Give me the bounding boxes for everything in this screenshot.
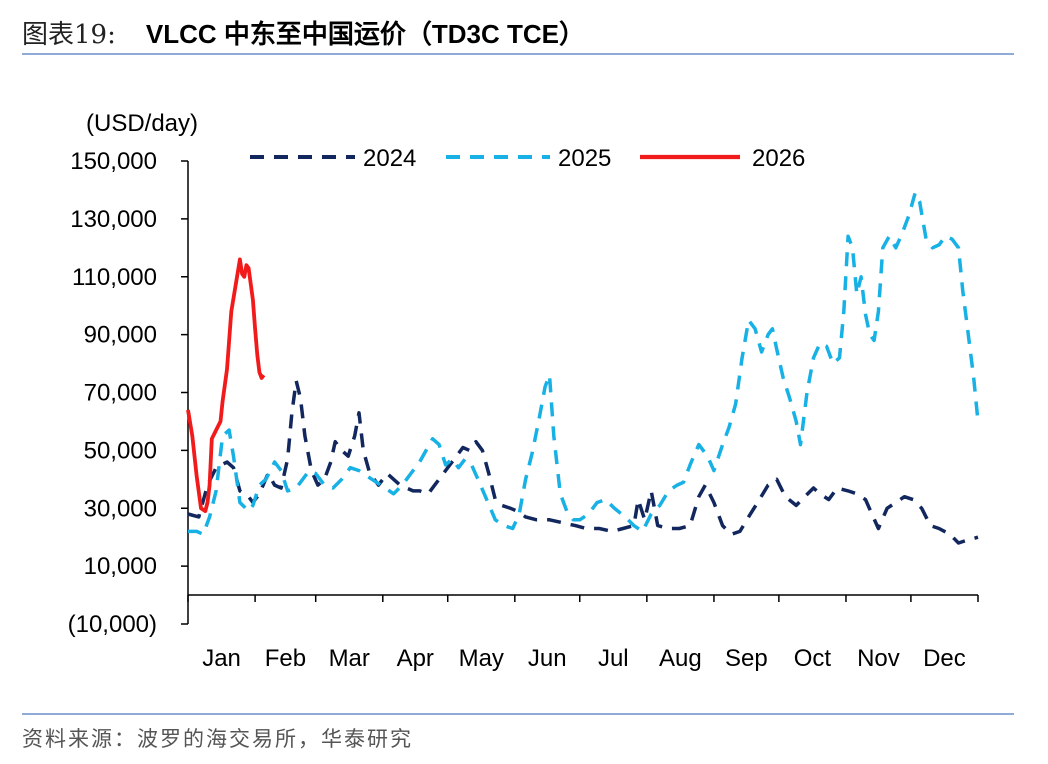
x-axis: Jan Feb Mar Apr May Jun Jul Aug Sep Oct Nov Dec: [187, 594, 979, 672]
y-unit-label: (USD/day): [86, 110, 198, 137]
x-tick-label-jun: Jun: [528, 645, 567, 672]
series-group: [186, 191, 980, 545]
y-tick-label: 110,000: [72, 264, 157, 291]
x-tick-label-jul: Jul: [598, 645, 629, 672]
chart-title: VLCC 中东至中国运价（TD3C TCE）: [145, 19, 585, 49]
series-line-2026: [186, 257, 266, 513]
y-tick-label: 50,000: [84, 437, 157, 464]
top-rule: [22, 53, 1014, 55]
x-tick-label-jan: Jan: [202, 645, 241, 672]
bottom-rule: [22, 713, 1014, 715]
series-line-2024: [187, 379, 979, 545]
y-tick-label: (10,000): [68, 611, 157, 638]
legend: 2024 2025 2026: [250, 145, 805, 172]
x-tick-label-may: May: [459, 645, 504, 672]
y-tick-label: 10,000: [84, 553, 157, 580]
source-note: 资料来源：波罗的海交易所，华泰研究: [22, 727, 413, 751]
x-tick-label-nov: Nov: [857, 645, 900, 672]
x-tick-label-apr: Apr: [397, 645, 434, 672]
y-tick-label: 70,000: [84, 380, 157, 407]
y-tick-label: 150,000: [70, 148, 157, 175]
x-tick-label-mar: Mar: [329, 645, 370, 672]
x-tick-label-dec: Dec: [923, 645, 966, 672]
y-tick-label: 90,000: [84, 322, 157, 349]
x-tick-label-oct: Oct: [794, 645, 832, 672]
x-tick-label-sep: Sep: [725, 645, 768, 672]
legend-label-2024: 2024: [363, 145, 416, 172]
legend-label-2026: 2026: [752, 145, 805, 172]
x-tick-label-aug: Aug: [659, 645, 702, 672]
figure-title: 图表19: VLCC 中东至中国运价（TD3C TCE）: [22, 14, 585, 54]
y-tick-label: 30,000: [84, 495, 157, 522]
y-tick-label: 130,000: [70, 206, 157, 233]
x-tick-label-feb: Feb: [265, 645, 306, 672]
legend-label-2025: 2025: [558, 145, 611, 172]
series-line-2025: [188, 191, 980, 537]
y-axis: (10,000) 10,000 30,000 50,000 70,000 90,000 11…: [68, 148, 189, 638]
figure-label: 图表19:: [22, 20, 116, 50]
